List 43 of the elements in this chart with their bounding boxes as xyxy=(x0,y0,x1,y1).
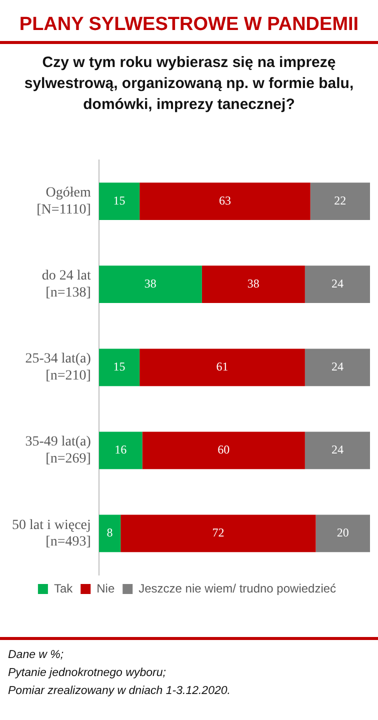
bar xyxy=(310,182,370,220)
text: Pytanie jednokrotnego wyboru; xyxy=(8,666,167,681)
data-label: 72 xyxy=(212,526,224,540)
data-label: 8 xyxy=(106,526,113,540)
bar xyxy=(98,182,140,220)
legend-label: Jeszcze nie wiem/ trudno powiedzieć xyxy=(138,581,336,596)
legend-label: Nie xyxy=(96,581,115,596)
chart-title: PLANY SYLWESTROWE W PANDEMII xyxy=(18,13,360,37)
data-label: 22 xyxy=(334,193,346,208)
bar xyxy=(98,432,142,470)
y-tick-label: 25-34 lat(a) [n=210] xyxy=(25,352,92,384)
data-label: 15 xyxy=(113,360,126,374)
data-label: 61 xyxy=(216,360,228,374)
data-label: 24 xyxy=(331,442,344,457)
data-label: 15 xyxy=(113,193,126,208)
chart-subtitle: Czy w tym roku wybierasz się na imprezę sylwestrową, organizowaną np. w formie balu, domówki, imprezy tanecznej? xyxy=(23,53,355,115)
data-label: 38 xyxy=(247,276,260,291)
bar xyxy=(202,266,305,304)
data-label: 24 xyxy=(331,360,344,374)
bar xyxy=(98,348,140,386)
y-tick-label: Ogółem [N=1110] xyxy=(36,186,92,218)
bar xyxy=(98,514,121,552)
data-label: 16 xyxy=(114,442,127,457)
bar xyxy=(304,432,370,470)
y-tick-label: do 24 lat [n=138] xyxy=(42,268,92,300)
data-label: 60 xyxy=(218,442,230,457)
bar xyxy=(316,514,370,552)
text: Pomiar zrealizowany w dniach 1-3.12.2020. xyxy=(8,684,230,699)
bar xyxy=(140,348,305,386)
bar xyxy=(98,266,202,304)
bar xyxy=(140,182,310,220)
y-tick-label: 35-49 lat(a) [n=269] xyxy=(25,434,92,467)
data-label: 38 xyxy=(144,276,156,291)
data-label: 24 xyxy=(331,276,344,291)
bar xyxy=(142,432,305,470)
bar xyxy=(120,514,316,552)
bar xyxy=(304,348,370,386)
text: Dane w %; xyxy=(8,648,65,663)
data-label: 20 xyxy=(336,526,349,540)
y-tick-label: 50 lat i więcej [n=493] xyxy=(12,518,91,550)
data-label: 63 xyxy=(218,193,231,208)
legend-label: Tak xyxy=(54,581,74,596)
bar xyxy=(304,266,370,304)
